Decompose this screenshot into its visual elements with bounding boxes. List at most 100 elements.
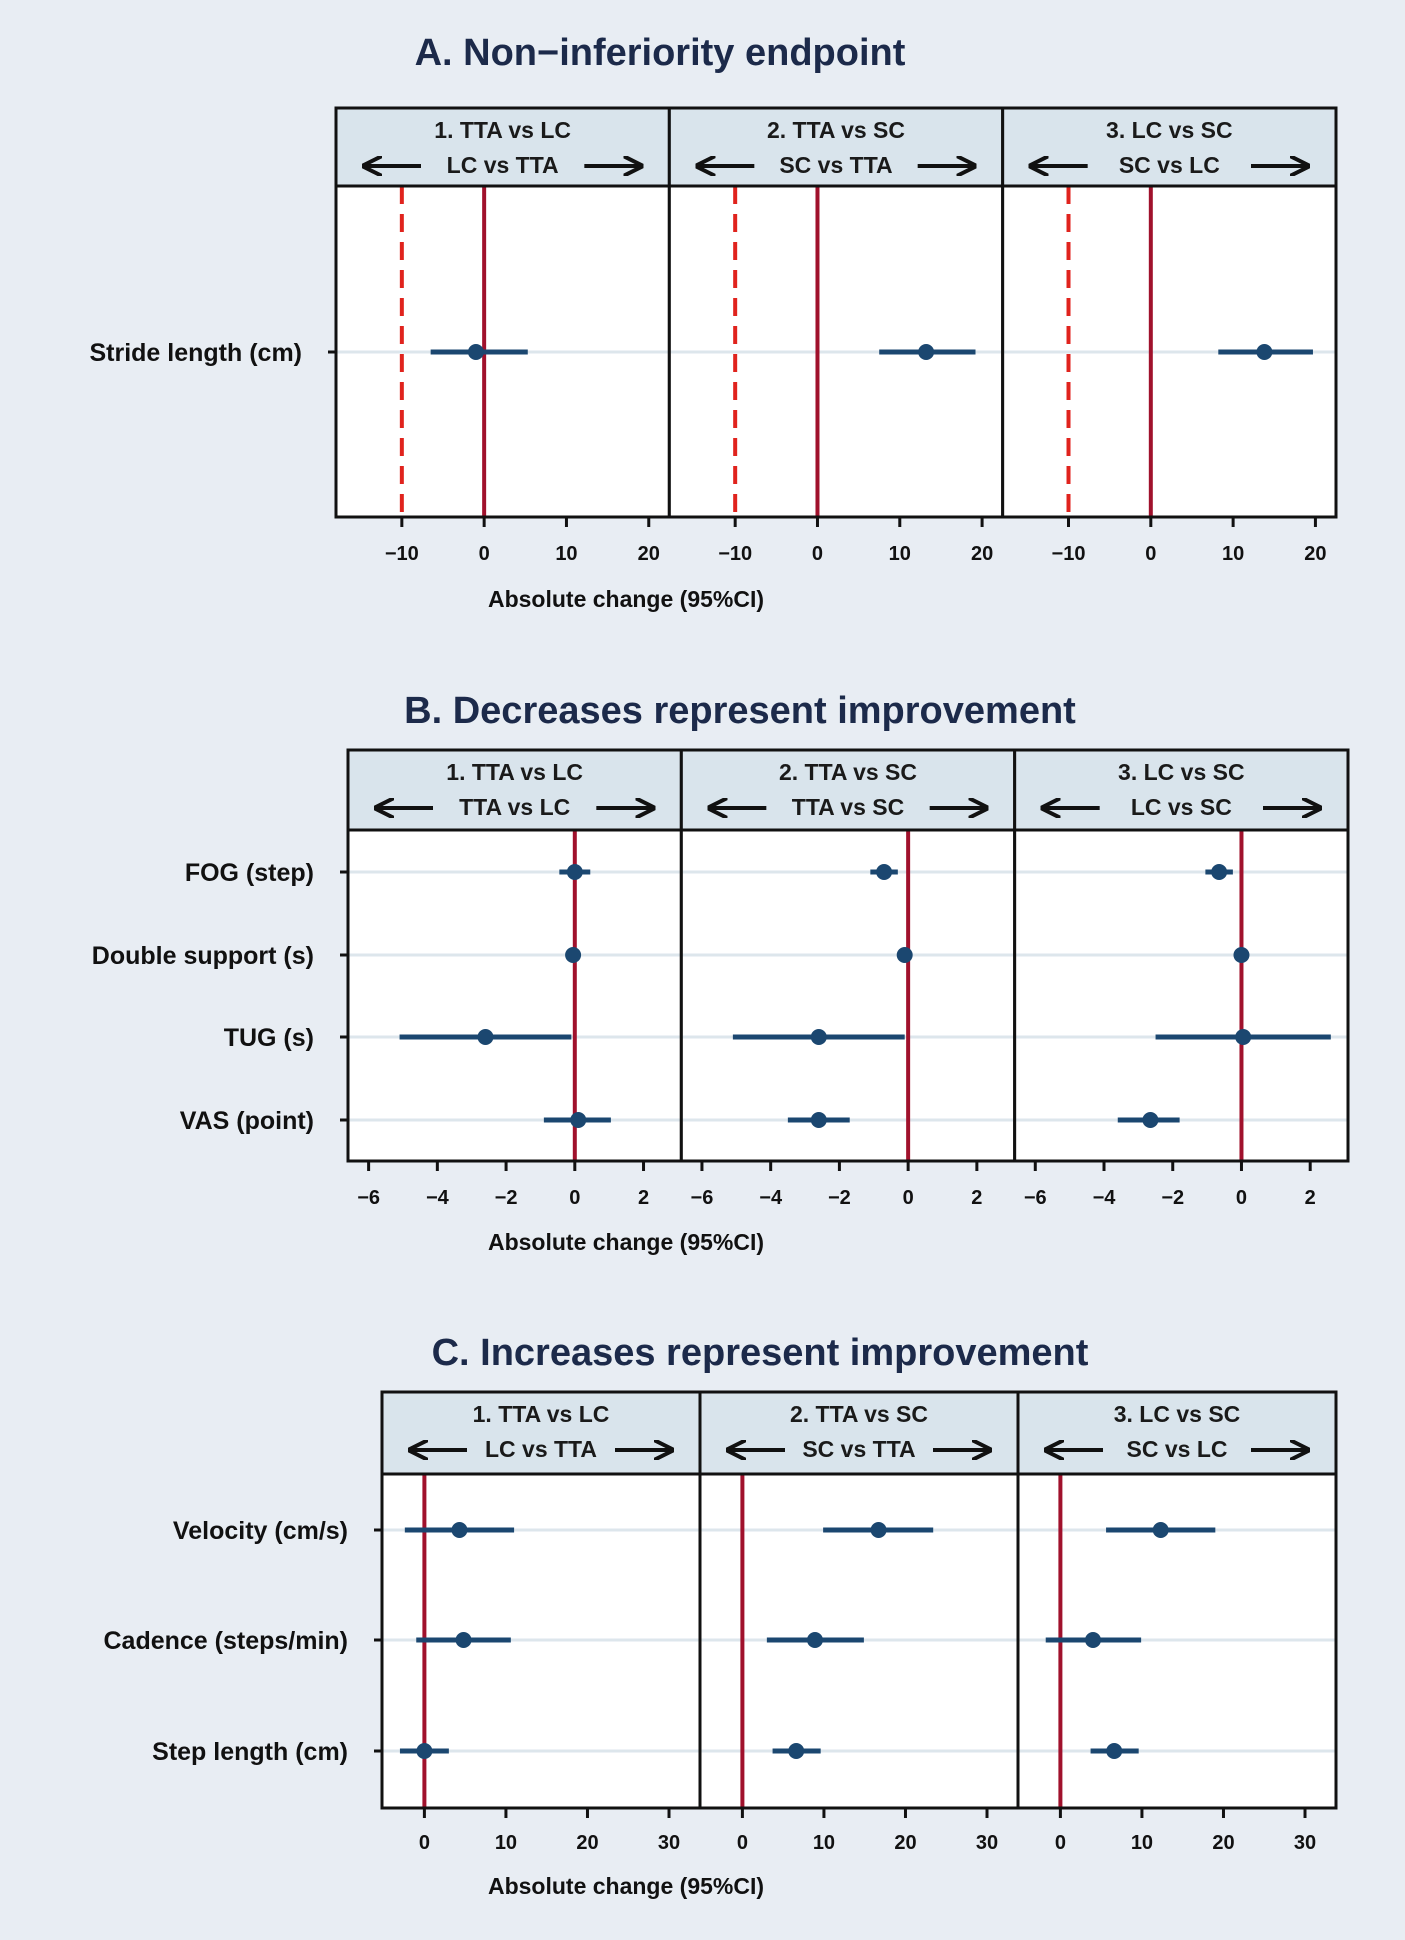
panel-plot-area <box>348 830 682 1161</box>
x-axis-label: Absolute change (95%CI) <box>488 1229 764 1255</box>
x-tick-label: 10 <box>495 1832 517 1854</box>
direction-label: SC vs TTA <box>779 152 892 178</box>
x-tick-label: −6 <box>1024 1187 1047 1209</box>
panel-header: 2. TTA vs SC <box>767 117 905 143</box>
point-estimate <box>416 1743 433 1759</box>
x-tick-label: 10 <box>889 543 911 565</box>
point-estimate <box>806 1632 823 1648</box>
x-axis-label: Absolute change (95%CI) <box>488 586 764 612</box>
direction-label: SC vs LC <box>1127 1436 1228 1462</box>
direction-label: LC vs SC <box>1131 794 1232 820</box>
point-estimate <box>451 1522 468 1538</box>
direction-label: LC vs TTA <box>447 152 559 178</box>
forest-plot-0: A. Non−inferiority endpoint Stride length… <box>89 32 1338 612</box>
x-tick-label: −4 <box>1093 1187 1117 1209</box>
x-tick-label: −6 <box>357 1187 380 1209</box>
x-tick-label: 10 <box>1222 543 1244 565</box>
direction-label: TTA vs SC <box>792 794 904 820</box>
x-tick-label: 0 <box>812 543 823 565</box>
x-tick-label: −10 <box>385 543 419 565</box>
x-tick-label: 30 <box>658 1832 680 1854</box>
panel-3: 3. LC vs SC SC vs LC 0 10 20 30 <box>1016 1390 1338 1854</box>
x-tick-label: 20 <box>576 1832 598 1854</box>
panel-header: 1. TTA vs LC <box>473 1401 610 1427</box>
row-label: VAS (point) <box>180 1107 314 1135</box>
x-tick-label: 30 <box>1294 1832 1316 1854</box>
x-tick-label: 0 <box>1055 1832 1066 1854</box>
point-estimate <box>1211 864 1228 880</box>
point-estimate <box>1152 1522 1169 1538</box>
x-tick-label: 30 <box>976 1832 998 1854</box>
row-label: FOG (step) <box>185 859 314 887</box>
x-tick-label: 0 <box>479 543 490 565</box>
x-tick-label: −6 <box>691 1187 714 1209</box>
point-estimate <box>566 864 583 880</box>
x-tick-label: 0 <box>903 1187 914 1209</box>
direction-label: SC vs TTA <box>802 1436 915 1462</box>
point-estimate <box>1085 1632 1102 1648</box>
panel-1: 1. TTA vs LC TTA vs LC −6 −4 −2 0 2 <box>346 748 683 1209</box>
panel-header-strip <box>669 108 1003 186</box>
panel-1: 1. TTA vs LC LC vs TTA −10 0 10 20 <box>334 106 671 565</box>
panel-2: 2. TTA vs SC SC vs TTA −10 0 10 20 <box>667 106 1005 565</box>
row-label: Velocity (cm/s) <box>173 1517 348 1545</box>
panel-3: 3. LC vs SC LC vs SC −6 −4 −2 0 2 <box>1013 748 1350 1209</box>
panel-header: 3. LC vs SC <box>1106 117 1233 143</box>
forest-plot-1: B. Decreases represent improvement FOG (s… <box>92 690 1350 1255</box>
chart-title: A. Non−inferiority endpoint <box>415 32 906 74</box>
x-tick-label: 2 <box>971 1187 982 1209</box>
row-label: Step length (cm) <box>152 1738 348 1766</box>
point-estimate <box>810 1112 827 1128</box>
row-label: Cadence (steps/min) <box>103 1627 348 1655</box>
point-estimate <box>918 344 935 360</box>
forest-plot-2: C. Increases represent improvement Veloci… <box>103 1332 1338 1899</box>
panel-1: 1. TTA vs LC LC vs TTA 0 10 20 30 <box>380 1390 702 1854</box>
point-estimate <box>810 1029 827 1045</box>
panel-header-strip <box>348 750 682 830</box>
x-tick-label: 20 <box>638 543 660 565</box>
direction-label: LC vs TTA <box>485 1436 597 1462</box>
x-tick-label: 2 <box>638 1187 649 1209</box>
panel-header-strip <box>1018 1392 1336 1474</box>
x-tick-label: 20 <box>894 1832 916 1854</box>
panel-plot-area <box>1014 830 1348 1161</box>
x-tick-label: 0 <box>419 1832 430 1854</box>
panel-header-strip <box>336 108 670 186</box>
point-estimate <box>455 1632 472 1648</box>
point-estimate <box>565 947 582 963</box>
x-tick-label: 0 <box>1236 1187 1247 1209</box>
row-label: Double support (s) <box>92 942 314 970</box>
point-estimate <box>870 1522 887 1538</box>
panel-2: 2. TTA vs SC TTA vs SC −6 −4 −2 0 2 <box>679 748 1017 1209</box>
x-tick-label: 20 <box>971 543 993 565</box>
direction-label: SC vs LC <box>1119 152 1220 178</box>
panel-header: 2. TTA vs SC <box>790 1401 928 1427</box>
x-tick-label: −10 <box>1052 543 1086 565</box>
x-tick-label: −10 <box>718 543 752 565</box>
point-estimate <box>477 1029 494 1045</box>
point-estimate <box>1233 947 1250 963</box>
point-estimate <box>1106 1743 1123 1759</box>
panel-header: 2. TTA vs SC <box>779 759 917 785</box>
panel-header: 1. TTA vs LC <box>446 759 583 785</box>
x-tick-label: 10 <box>1131 1832 1153 1854</box>
x-axis-label: Absolute change (95%CI) <box>488 1873 764 1899</box>
x-tick-label: 10 <box>813 1832 835 1854</box>
x-tick-label: 20 <box>1304 543 1326 565</box>
panel-header-strip <box>700 1392 1018 1474</box>
chart-title: C. Increases represent improvement <box>432 1332 1089 1374</box>
direction-label: TTA vs LC <box>459 794 570 820</box>
x-tick-label: −4 <box>759 1187 783 1209</box>
point-estimate <box>1235 1029 1252 1045</box>
point-estimate <box>876 864 893 880</box>
panel-border <box>1016 1390 1338 1810</box>
point-estimate <box>1256 344 1273 360</box>
x-tick-label: 20 <box>1212 1832 1234 1854</box>
panel-2: 2. TTA vs SC SC vs TTA 0 10 20 30 <box>698 1390 1020 1854</box>
x-tick-label: 2 <box>1305 1187 1316 1209</box>
chart-title: B. Decreases represent improvement <box>404 690 1076 732</box>
panel-header: 1. TTA vs LC <box>434 117 571 143</box>
point-estimate <box>788 1743 805 1759</box>
